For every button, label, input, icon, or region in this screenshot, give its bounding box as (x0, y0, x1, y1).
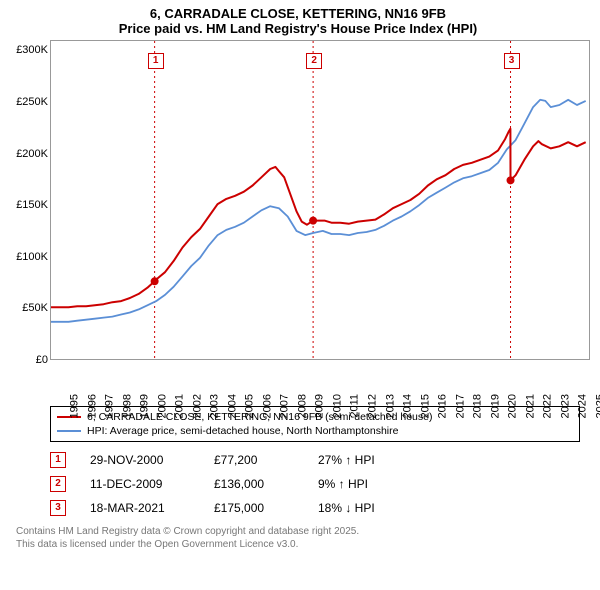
x-tick-label: 2025 (594, 394, 600, 418)
x-tick-label: 2008 (296, 394, 308, 418)
event-row: 1 29-NOV-2000 £77,200 27% ↑ HPI (50, 448, 580, 472)
title-line-2: Price paid vs. HM Land Registry's House … (6, 21, 590, 36)
event-list: 1 29-NOV-2000 £77,200 27% ↑ HPI 2 11-DEC-2009… (50, 448, 580, 520)
event-date: 29-NOV-2000 (90, 453, 190, 467)
event-row-marker: 3 (50, 500, 66, 516)
x-tick-label: 2004 (226, 394, 238, 418)
legend-item: HPI: Average price, semi-detached house,… (57, 424, 573, 438)
y-tick-label: £250K (16, 96, 48, 108)
event-delta: 9% ↑ HPI (318, 477, 408, 491)
x-tick-label: 2019 (489, 394, 501, 418)
x-tick-label: 2020 (507, 394, 519, 418)
x-tick-label: 1995 (68, 394, 80, 418)
x-tick-label: 2002 (191, 394, 203, 418)
event-price: £175,000 (214, 501, 294, 515)
x-tick-label: 1996 (86, 394, 98, 418)
x-tick-label: 2001 (174, 394, 186, 418)
y-tick-label: £50K (22, 302, 48, 314)
x-tick-label: 1998 (121, 394, 133, 418)
y-tick-label: £150K (16, 199, 48, 211)
series-hpi (51, 100, 586, 322)
event-date: 18-MAR-2021 (90, 501, 190, 515)
x-tick-label: 2005 (244, 394, 256, 418)
event-marker-box: 1 (148, 53, 164, 69)
x-tick-label: 1999 (139, 394, 151, 418)
y-tick-label: £0 (36, 354, 48, 366)
event-delta: 18% ↓ HPI (318, 501, 408, 515)
y-tick-label: £100K (16, 251, 48, 263)
chart-titles: 6, CARRADALE CLOSE, KETTERING, NN16 9FB … (6, 6, 590, 36)
footer-line-2: This data is licensed under the Open Gov… (16, 539, 580, 552)
plot-svg (51, 41, 590, 360)
event-date: 11-DEC-2009 (90, 477, 190, 491)
event-marker-box: 2 (306, 53, 322, 69)
event-row: 2 11-DEC-2009 £136,000 9% ↑ HPI (50, 472, 580, 496)
x-tick-label: 2012 (367, 394, 379, 418)
plot-region: 1 2 3 (50, 40, 590, 360)
legend-label: HPI: Average price, semi-detached house,… (87, 425, 398, 437)
footer-line-1: Contains HM Land Registry data © Crown c… (16, 526, 580, 539)
chart-area: £0 £50K £100K £150K £200K £250K £300K 1 2 3 1995… (6, 40, 590, 400)
event-delta: 27% ↑ HPI (318, 453, 408, 467)
x-tick-label: 2003 (209, 394, 221, 418)
x-tick-label: 2015 (419, 394, 431, 418)
event-price: £136,000 (214, 477, 294, 491)
y-tick-label: £200K (16, 148, 48, 160)
event-dot (309, 217, 317, 225)
x-tick-label: 2011 (348, 394, 360, 418)
y-axis: £0£50K£100K£150K£200K£250K£300K (6, 40, 50, 360)
x-tick-label: 2013 (384, 394, 396, 418)
attribution-footer: Contains HM Land Registry data © Crown c… (16, 526, 580, 551)
y-tick-label: £300K (16, 44, 48, 56)
title-line-1: 6, CARRADALE CLOSE, KETTERING, NN16 9FB (6, 6, 590, 21)
x-tick-label: 1997 (104, 394, 116, 418)
x-tick-label: 2016 (437, 394, 449, 418)
event-dot (151, 277, 159, 285)
event-price: £77,200 (214, 453, 294, 467)
x-axis: 1995199619971998199920002001200220032004… (50, 362, 590, 400)
x-tick-label: 2007 (279, 394, 291, 418)
x-tick-label: 2000 (156, 394, 168, 418)
legend-swatch (57, 430, 81, 432)
x-tick-label: 2010 (331, 394, 343, 418)
event-row-marker: 2 (50, 476, 66, 492)
event-marker-box: 3 (504, 53, 520, 69)
x-tick-label: 2022 (542, 394, 554, 418)
x-tick-label: 2014 (402, 394, 414, 418)
x-tick-label: 2021 (524, 394, 536, 418)
x-tick-label: 2023 (559, 394, 571, 418)
event-dot (507, 176, 515, 184)
x-tick-label: 2006 (261, 394, 273, 418)
event-row-marker: 1 (50, 452, 66, 468)
x-tick-label: 2018 (472, 394, 484, 418)
x-tick-label: 2017 (454, 394, 466, 418)
x-tick-label: 2009 (314, 394, 326, 418)
series-price_paid (51, 129, 586, 308)
x-tick-label: 2024 (577, 394, 589, 418)
event-row: 3 18-MAR-2021 £175,000 18% ↓ HPI (50, 496, 580, 520)
